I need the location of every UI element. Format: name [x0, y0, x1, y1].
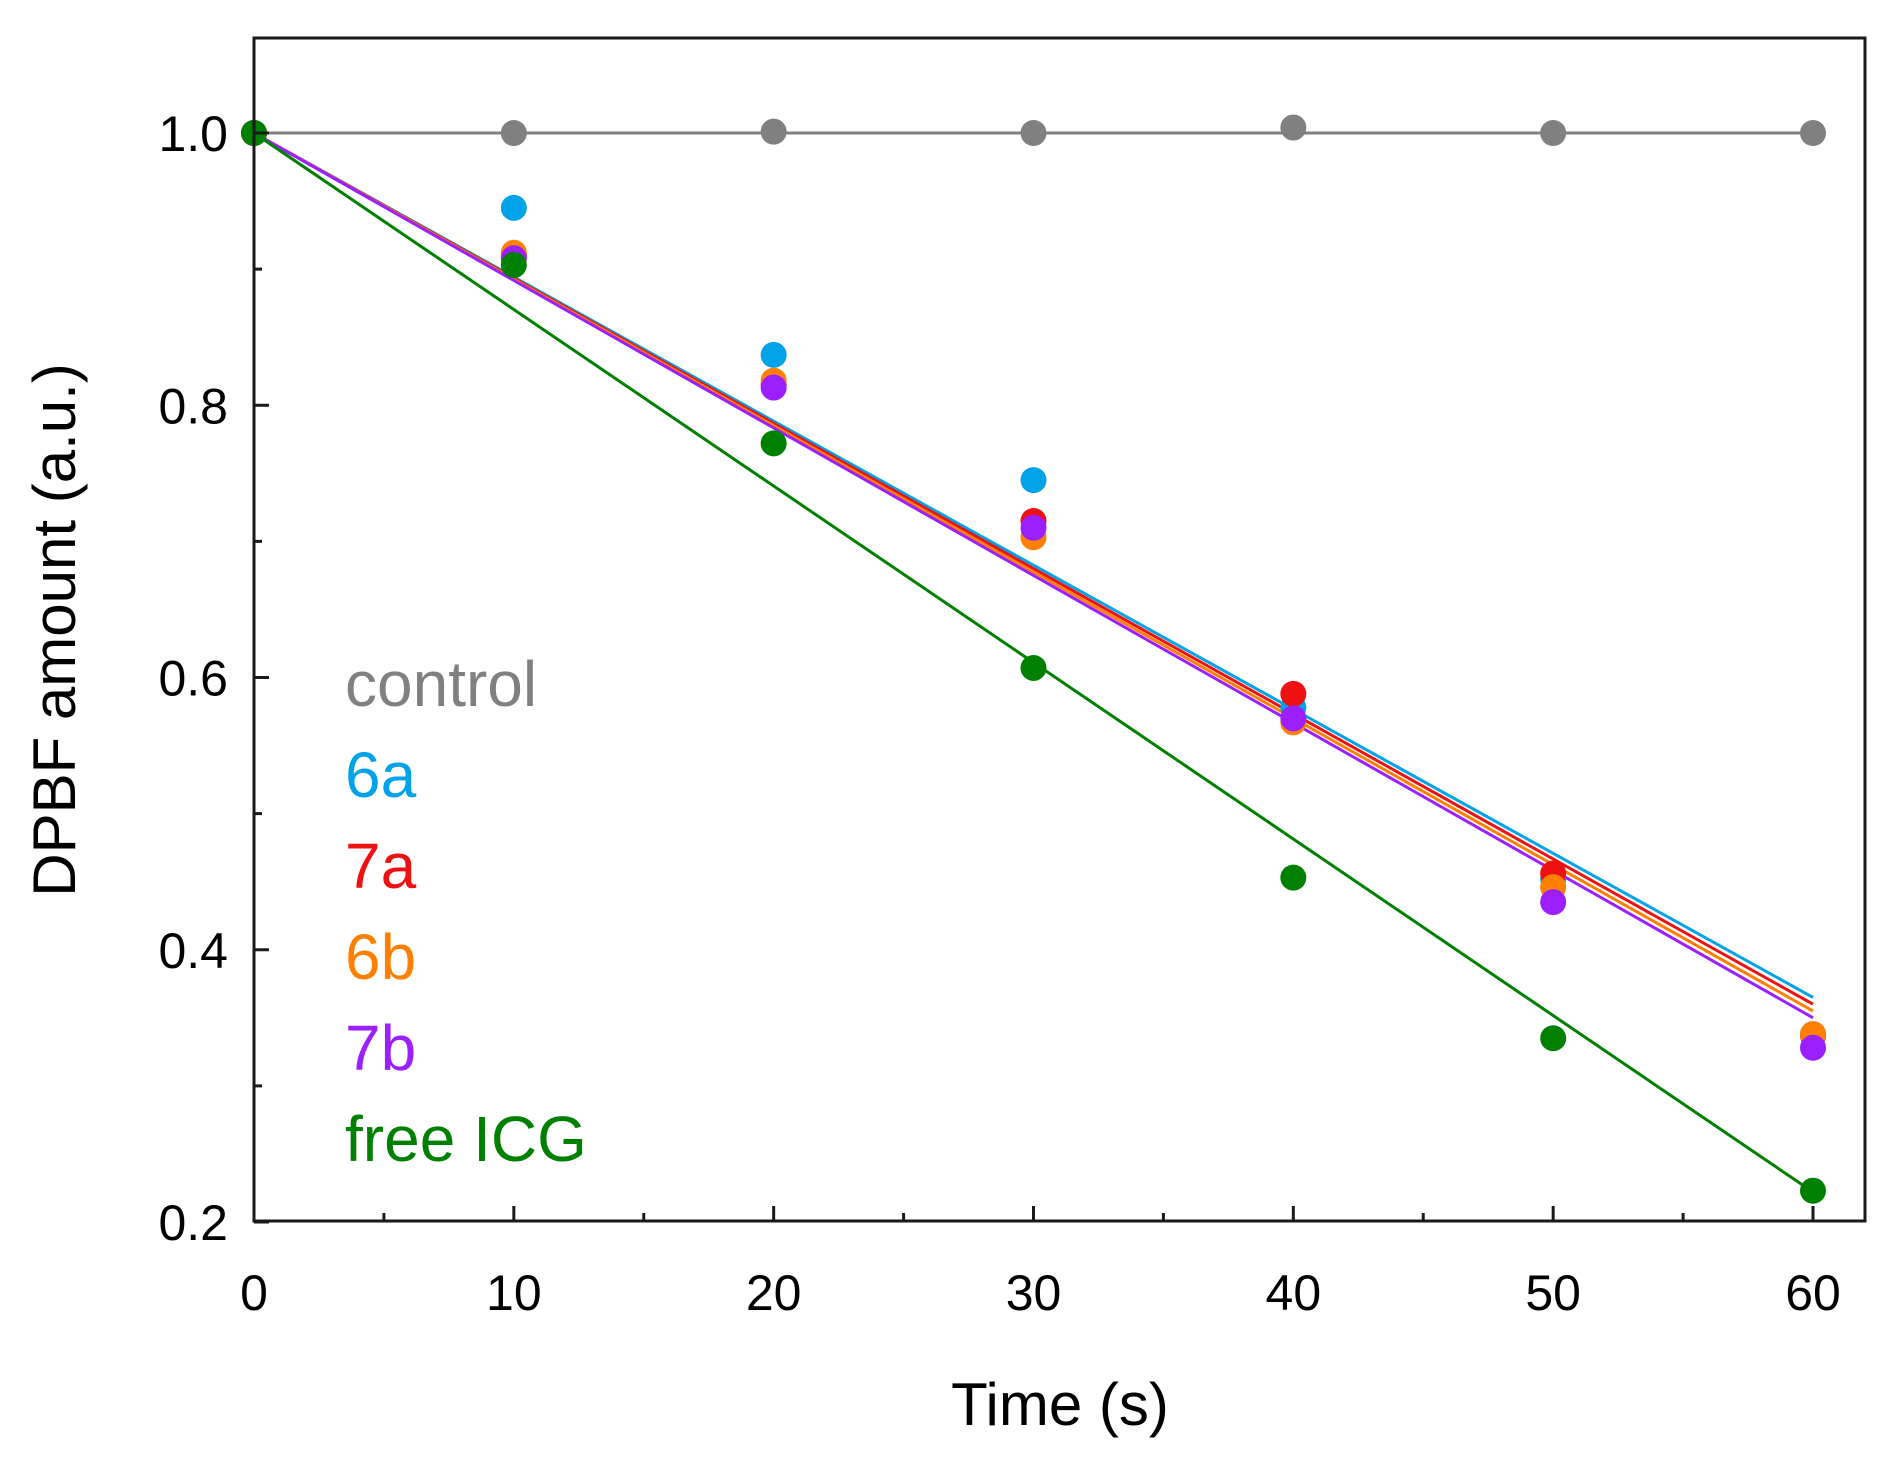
- point-6a-20: [760, 341, 787, 368]
- point-control-10: [500, 120, 527, 146]
- point-free-icg-20: [760, 430, 787, 457]
- point-free-icg-60: [1800, 1177, 1826, 1204]
- y-tick-label: 0.2: [158, 1195, 228, 1251]
- point-control-40: [1280, 114, 1307, 141]
- x-tick-label: 20: [746, 1265, 802, 1321]
- x-tick-label: 50: [1525, 1265, 1581, 1321]
- legend-entry-6b: 6b: [345, 921, 416, 993]
- x-tick-label: 60: [1785, 1265, 1841, 1321]
- legend-entry-free-icg: free ICG: [345, 1103, 587, 1175]
- point-free-icg-10: [500, 252, 527, 279]
- y-tick-label: 0.4: [158, 923, 228, 979]
- legend-entry-7a: 7a: [345, 830, 417, 902]
- x-tick-label: 10: [486, 1265, 542, 1321]
- x-axis-title: Time (s): [951, 1371, 1169, 1438]
- legend-entry-6a: 6a: [345, 739, 417, 811]
- point-6a-10: [500, 194, 527, 221]
- point-7b-40: [1280, 705, 1307, 732]
- x-tick-label: 40: [1266, 1265, 1322, 1321]
- point-free-icg-50: [1540, 1025, 1567, 1052]
- x-tick-label: 30: [1006, 1265, 1062, 1321]
- axis-tick-labels: 0 10 20 30 40 50 60 0.2 0.4 0.6 0.8 1.0: [158, 106, 1840, 1321]
- y-tick-label: 0.6: [158, 651, 228, 707]
- y-tick-label: 1.0: [158, 106, 228, 162]
- point-7b-20: [760, 374, 787, 401]
- point-free-icg-40: [1280, 864, 1307, 891]
- fit-line-7b: [253, 131, 1814, 1020]
- legend-entry-control: control: [345, 648, 537, 720]
- legend-entry-7b: 7b: [345, 1012, 416, 1084]
- point-control-50: [1540, 120, 1567, 146]
- legend: control 6a 7a 6b 7b free ICG: [345, 648, 587, 1175]
- point-7b-30: [1020, 514, 1047, 541]
- plot-frame: [252, 36, 1867, 1223]
- point-7b-50: [1540, 889, 1567, 916]
- y-tick-label: 0.8: [158, 378, 228, 434]
- point-7b-60: [1800, 1034, 1826, 1061]
- point-6a-30: [1020, 467, 1047, 494]
- point-7a-40: [1280, 680, 1307, 707]
- point-control-60: [1800, 120, 1826, 146]
- point-free-icg-30: [1020, 654, 1047, 681]
- x-tick-label: 0: [240, 1265, 268, 1321]
- y-axis-title: DPBF amount (a.u.): [21, 363, 88, 897]
- point-control-20: [760, 118, 787, 145]
- point-control-30: [1020, 120, 1047, 146]
- data-points: [241, 114, 1826, 1204]
